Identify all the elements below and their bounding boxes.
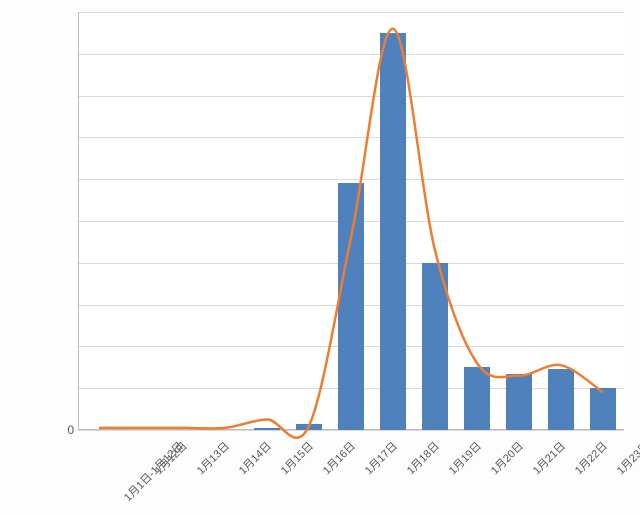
gridline <box>78 137 624 138</box>
bar <box>506 374 532 430</box>
x-tick-label: 1月16日 <box>319 438 359 478</box>
bar <box>464 367 490 430</box>
x-tick-label: 1月20日 <box>487 438 527 478</box>
gridline <box>78 430 624 431</box>
x-tick-label: 1月14日 <box>235 438 275 478</box>
bar <box>338 183 364 430</box>
x-tick-label: 1月18日 <box>403 438 443 478</box>
gridline <box>78 54 624 55</box>
bar <box>380 33 406 430</box>
x-tick-label: 1月15日 <box>277 438 317 478</box>
date-count-chart: 0 1月1日-1月12日1月12日1月13日1月14日1月15日1月16日1月1… <box>0 0 640 516</box>
gridline <box>78 12 624 13</box>
x-tick-label: 1月19日 <box>445 438 485 478</box>
x-tick-label: 1月22日 <box>571 438 611 478</box>
plot-area <box>78 12 624 430</box>
bar <box>422 263 448 430</box>
y-tick-label: 0 <box>67 423 74 437</box>
y-axis-line <box>78 12 79 430</box>
x-tick-label: 1月21日 <box>529 438 569 478</box>
x-tick-label: 1月23日 <box>613 438 640 478</box>
bar <box>548 369 574 430</box>
x-tick-label: 1月17日 <box>361 438 401 478</box>
bar <box>590 388 616 430</box>
x-tick-label: 1月13日 <box>193 438 233 478</box>
gridline <box>78 179 624 180</box>
bar <box>254 428 280 430</box>
bar <box>296 424 322 430</box>
gridline <box>78 96 624 97</box>
